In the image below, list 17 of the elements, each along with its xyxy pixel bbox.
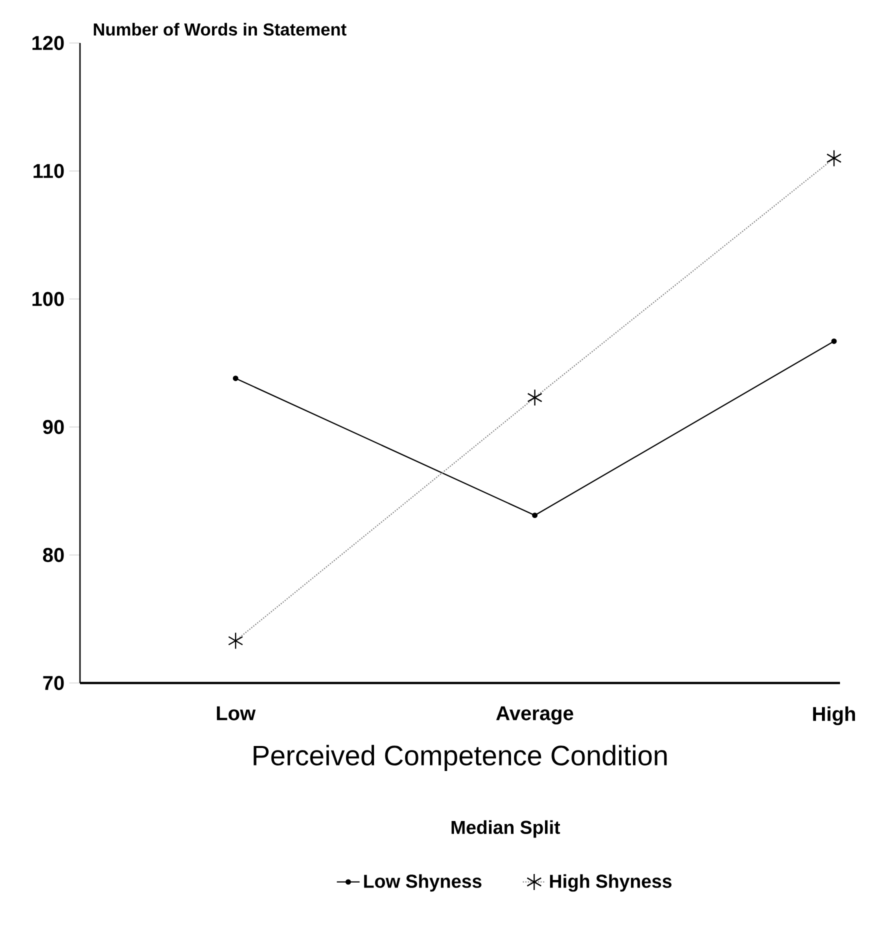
y-tick-label: 100: [32, 292, 64, 306]
y-tick-label: 120: [32, 36, 64, 50]
x-tick-label: Low: [216, 706, 256, 720]
y-tick-label: 70: [43, 676, 64, 690]
point: [831, 338, 837, 344]
point: [232, 376, 238, 382]
y-tick-label: 80: [43, 548, 64, 562]
y-tick-label: 90: [43, 420, 64, 434]
legend-label: High Shyness: [550, 874, 672, 892]
legend-title: Median Split: [452, 820, 560, 838]
x-tick-label: Average: [496, 706, 574, 724]
y-axis-title: Number of Words in Statement: [94, 22, 346, 36]
y-tick-label: 110: [34, 164, 64, 178]
x-axis-title: Perceived Competence Condition: [254, 744, 667, 772]
x-tick-label: High: [813, 706, 855, 726]
point: [532, 512, 538, 518]
legend-label: Low Shyness: [364, 874, 482, 892]
